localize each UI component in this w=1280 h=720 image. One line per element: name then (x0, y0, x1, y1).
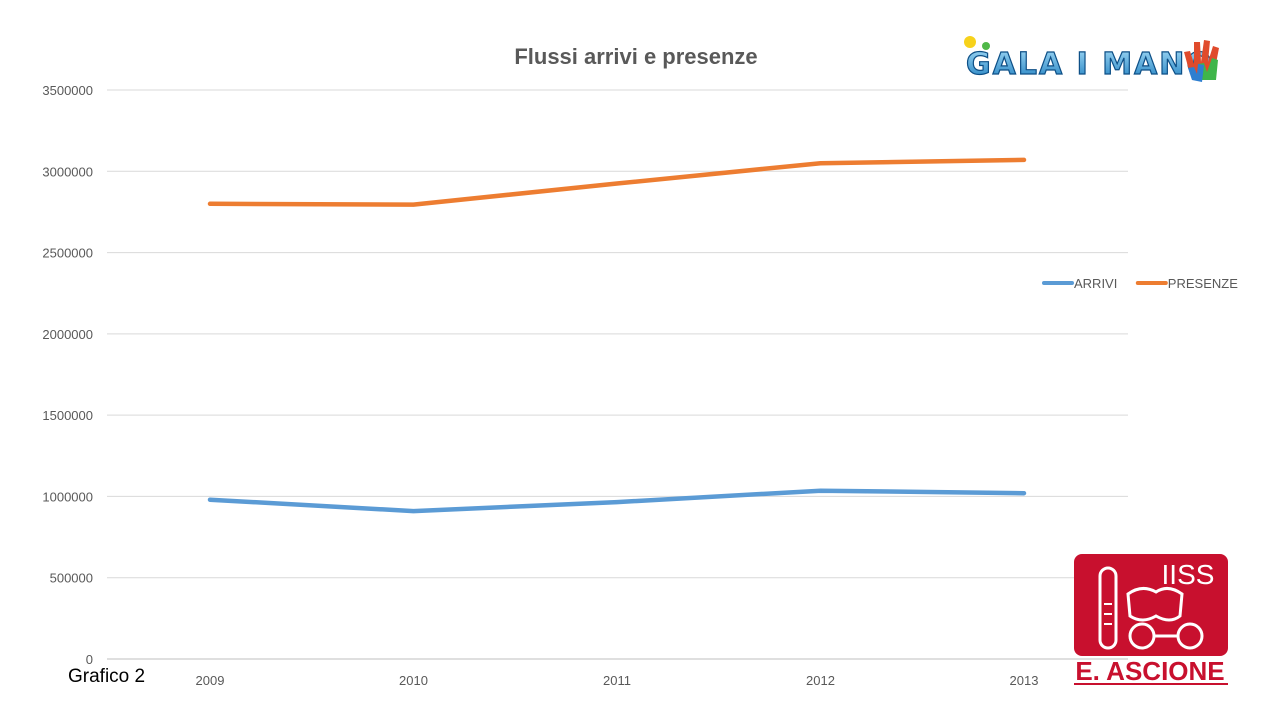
school-crest-icon: IISS E. ASCIONE (1074, 554, 1228, 686)
legend-label: PRESENZE (1168, 276, 1238, 291)
svg-text:GALA I MANO: GALA I MANO (966, 47, 1214, 82)
data-point-arrivi (412, 509, 415, 513)
hands-logo-icon: GALA I MANO (964, 36, 1219, 83)
data-point-presenze (208, 202, 212, 206)
x-tick-label: 2010 (399, 673, 428, 688)
x-tick-label: 2013 (1010, 673, 1039, 688)
x-tick-label: 2009 (196, 673, 225, 688)
data-point-arrivi (819, 489, 822, 493)
y-tick-label: 1500000 (42, 408, 93, 423)
y-tick-label: 3500000 (42, 83, 93, 98)
data-point-arrivi (208, 498, 212, 502)
y-tick-label: 0 (86, 652, 93, 667)
data-point-arrivi (615, 500, 619, 504)
y-tick-label: 2000000 (42, 327, 93, 342)
chart-series (207, 157, 1027, 514)
y-tick-label: 2500000 (42, 246, 93, 261)
chart-legend: ARRIVI PRESENZE (1042, 276, 1238, 291)
data-point-presenze (819, 161, 822, 165)
legend-label: ARRIVI (1074, 276, 1117, 291)
y-tick-label: 3000000 (42, 164, 93, 179)
data-point-presenze (1022, 158, 1026, 162)
data-point-presenze (615, 181, 619, 185)
svg-text:IISS: IISS (1162, 559, 1215, 590)
data-point-arrivi (1022, 491, 1026, 495)
chart-title: Flussi arrivi e presenze (514, 44, 757, 69)
chart-grid (107, 89, 1128, 660)
chart-caption: Grafico 2 (68, 666, 146, 687)
x-tick-label: 2011 (603, 673, 631, 688)
data-point-presenze (412, 203, 415, 207)
y-axis-ticks: 0 500000 1000000 1500000 2000000 2500000 30000… (42, 83, 93, 667)
x-axis-ticks: 2009 2010 2011 2012 2013 (196, 673, 1039, 688)
y-tick-label: 500000 (50, 571, 93, 586)
y-tick-label: 1000000 (42, 489, 93, 504)
x-tick-label: 2012 (806, 673, 835, 688)
svg-text:E. ASCIONE: E. ASCIONE (1075, 656, 1224, 686)
